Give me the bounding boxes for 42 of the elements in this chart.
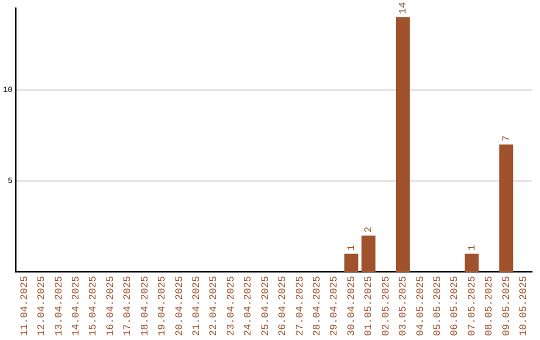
data-label: 2 bbox=[364, 226, 376, 233]
x-tick-label: 17.04.2025 bbox=[123, 276, 134, 336]
bar bbox=[362, 236, 376, 272]
x-tick-label: 18.04.2025 bbox=[140, 276, 152, 336]
y-tick-label: 5 bbox=[8, 177, 13, 186]
x-tick-label: 23.04.2025 bbox=[226, 276, 238, 336]
data-label: 1 bbox=[467, 244, 478, 251]
x-tick-label: 29.04.2025 bbox=[330, 276, 341, 336]
x-tick-label: 12.04.2025 bbox=[37, 276, 48, 336]
x-tick-label: 13.04.2025 bbox=[54, 276, 66, 336]
bar bbox=[499, 144, 514, 272]
x-tick-label: 02.05.2025 bbox=[381, 276, 392, 336]
data-label: 14 bbox=[398, 2, 410, 14]
x-tick-label: 03.05.2025 bbox=[398, 276, 410, 336]
x-tick-label: 10.05.2025 bbox=[519, 276, 530, 336]
x-tick-label: 16.04.2025 bbox=[106, 276, 117, 336]
x-tick-label: 08.05.2025 bbox=[484, 276, 496, 336]
bar bbox=[464, 254, 479, 272]
x-tick-label: 26.04.2025 bbox=[278, 276, 290, 336]
data-label: 1 bbox=[346, 244, 358, 251]
x-tick-label: 05.05.2025 bbox=[432, 276, 444, 336]
x-tick-label: 24.04.2025 bbox=[244, 276, 255, 336]
x-tick-label: 07.05.2025 bbox=[467, 276, 478, 336]
bar bbox=[344, 254, 358, 272]
x-tick-label: 25.04.2025 bbox=[260, 276, 272, 336]
x-tick-label: 22.04.2025 bbox=[209, 276, 220, 336]
x-tick-label: 28.04.2025 bbox=[312, 276, 324, 336]
y-tick-label: 10 bbox=[2, 86, 13, 96]
x-tick-label: 30.04.2025 bbox=[346, 276, 358, 336]
x-tick-label: 11.04.2025 bbox=[20, 276, 31, 336]
x-tick-label: 15.04.2025 bbox=[88, 276, 100, 336]
x-tick-label: 19.04.2025 bbox=[158, 276, 169, 336]
x-tick-label: 04.05.2025 bbox=[416, 276, 427, 336]
x-tick-label: 21.04.2025 bbox=[192, 276, 203, 336]
bar bbox=[396, 17, 410, 272]
x-tick-label: 01.05.2025 bbox=[364, 276, 376, 336]
x-tick-label: 09.05.2025 bbox=[502, 276, 513, 336]
x-tick-label: 20.04.2025 bbox=[174, 276, 186, 336]
x-tick-label: 06.05.2025 bbox=[450, 276, 462, 336]
data-label: 7 bbox=[502, 136, 513, 142]
x-tick-label: 27.04.2025 bbox=[295, 276, 306, 336]
x-tick-label: 14.04.2025 bbox=[71, 276, 82, 336]
